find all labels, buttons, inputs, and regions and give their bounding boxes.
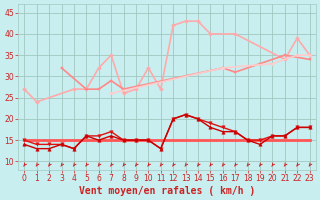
X-axis label: Vent moyen/en rafales ( km/h ): Vent moyen/en rafales ( km/h ) — [79, 186, 255, 196]
